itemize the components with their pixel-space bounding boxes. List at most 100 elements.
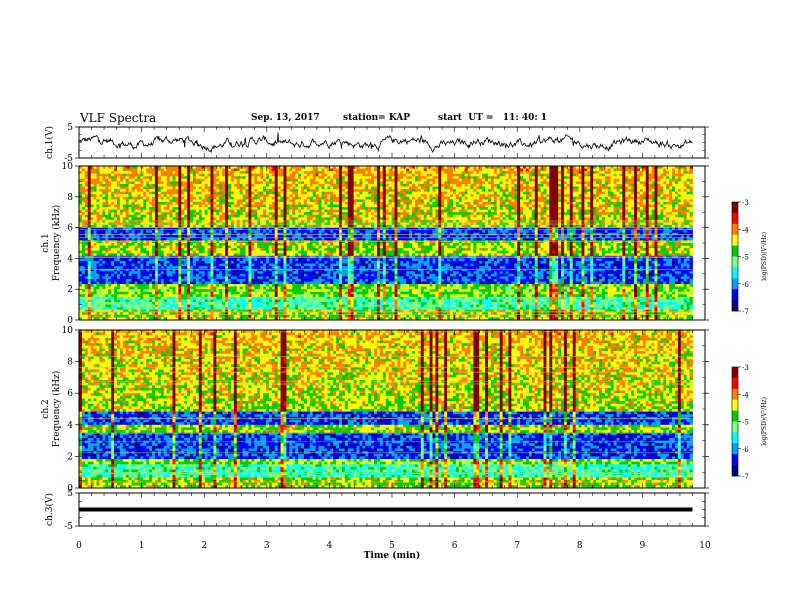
colorbar-cell (732, 449, 738, 452)
colorbar-cell (732, 465, 738, 468)
colorbar-cell (732, 424, 738, 427)
colorbar-cell (732, 367, 738, 370)
colorbar-cell (732, 232, 738, 235)
colorbar-cell (732, 419, 738, 422)
colorbar-cell (732, 251, 738, 254)
colorbar-cell (732, 284, 738, 287)
colorbar-cell (732, 207, 738, 210)
colorbar-cell (732, 270, 738, 273)
y-tick-label: 8 (67, 358, 73, 368)
colorbar-cell (732, 213, 738, 216)
colorbar-cell (732, 218, 738, 221)
colorbar-cell (732, 278, 738, 281)
colorbar-cell (732, 292, 738, 295)
spectrogram-image (79, 166, 693, 320)
colorbar-cell (732, 443, 738, 446)
colorbar-cell (732, 416, 738, 419)
colorbar-cell (732, 462, 738, 465)
colorbar-tick-label: -7 (742, 473, 749, 481)
colorbar-cell (732, 303, 738, 306)
colorbar-cell (732, 221, 738, 224)
colorbar-tick-label: -3 (742, 199, 749, 207)
y-tick-label: 8 (67, 193, 73, 203)
colorbar-cell (732, 411, 738, 414)
x-tick-label: 5 (389, 541, 395, 551)
colorbar-cell (732, 273, 738, 276)
colorbar-cell (732, 248, 738, 251)
x-tick-label: 7 (514, 541, 520, 551)
colorbar-cell (732, 402, 738, 405)
colorbar-cell (732, 229, 738, 232)
y-tick-label: 6 (67, 389, 73, 399)
colorbar-cell (732, 405, 738, 408)
colorbar-cell (732, 276, 738, 279)
y-axis-label: ch.3(V) (44, 493, 55, 526)
colorbar-cell (732, 389, 738, 392)
x-tick-label: 1 (139, 541, 145, 551)
colorbar-cell (732, 240, 738, 243)
colorbar-cell (732, 438, 738, 441)
colorbar-cell (732, 460, 738, 463)
x-tick-label: 9 (640, 541, 646, 551)
ch3-waveform-panel: 5-5ch.3(V) (44, 489, 709, 532)
colorbar-cell (732, 435, 738, 438)
colorbar-cell (732, 370, 738, 373)
y-tick-label: 10 (62, 162, 74, 172)
colorbar-tick-label: -6 (742, 446, 749, 454)
y-tick-label: 5 (67, 489, 73, 499)
colorbar-cell (732, 394, 738, 397)
y-tick-label: 4 (67, 421, 73, 431)
y-axis-label-channel: ch.2 (41, 399, 51, 418)
y-tick-label: 0 (67, 316, 73, 326)
colorbar-cell (732, 397, 738, 400)
colorbar-cell (732, 383, 738, 386)
colorbar-cell (732, 430, 738, 433)
colorbar-cell (732, 441, 738, 444)
x-tick-label: 0 (76, 541, 82, 551)
colorbar-cell (732, 216, 738, 219)
colorbar-cell (732, 227, 738, 230)
colorbar-label: log(PSD)(V²/Hz) (761, 397, 768, 446)
colorbar-cell (732, 457, 738, 460)
ch1-waveform-panel: 5-5ch.1(V) (44, 123, 709, 164)
colorbar-cell (732, 262, 738, 265)
colorbar-cell (732, 295, 738, 298)
y-tick-label: 10 (62, 326, 74, 336)
colorbar-cell (732, 427, 738, 430)
x-tick-label: 2 (201, 541, 207, 551)
colorbar-cell (732, 381, 738, 384)
colorbar-tick-label: -5 (742, 419, 749, 427)
colorbar-cell (732, 243, 738, 246)
x-tick-label: 10 (699, 541, 711, 551)
y-axis-label-channel: ch.1 (41, 233, 51, 252)
colorbar-cell (732, 210, 738, 213)
y-axis-label-frequency: Frequency (kHz) (51, 205, 62, 282)
x-tick-label: 8 (577, 541, 583, 551)
colorbar-cell (732, 286, 738, 289)
colorbar-cell (732, 257, 738, 260)
colorbar-tick-label: -6 (742, 281, 749, 289)
colorbar-cell (732, 432, 738, 435)
colorbar-cell (732, 289, 738, 292)
colorbar-cell (732, 375, 738, 378)
colorbar-cell (732, 454, 738, 457)
y-axis-label: ch.1(V) (44, 126, 55, 159)
colorbar-cell (732, 306, 738, 309)
x-tick-label: 4 (327, 541, 333, 551)
colorbar-cell (732, 300, 738, 303)
colorbar-cell (732, 237, 738, 240)
y-tick-label: 2 (67, 285, 73, 295)
colorbar-cell (732, 265, 738, 268)
spectrogram-image (79, 330, 693, 488)
colorbar-cell (732, 267, 738, 270)
y-tick-label: 2 (67, 452, 73, 462)
x-tick-label: 6 (452, 541, 458, 551)
colorbar-cell (732, 400, 738, 403)
colorbar-cell (732, 392, 738, 395)
